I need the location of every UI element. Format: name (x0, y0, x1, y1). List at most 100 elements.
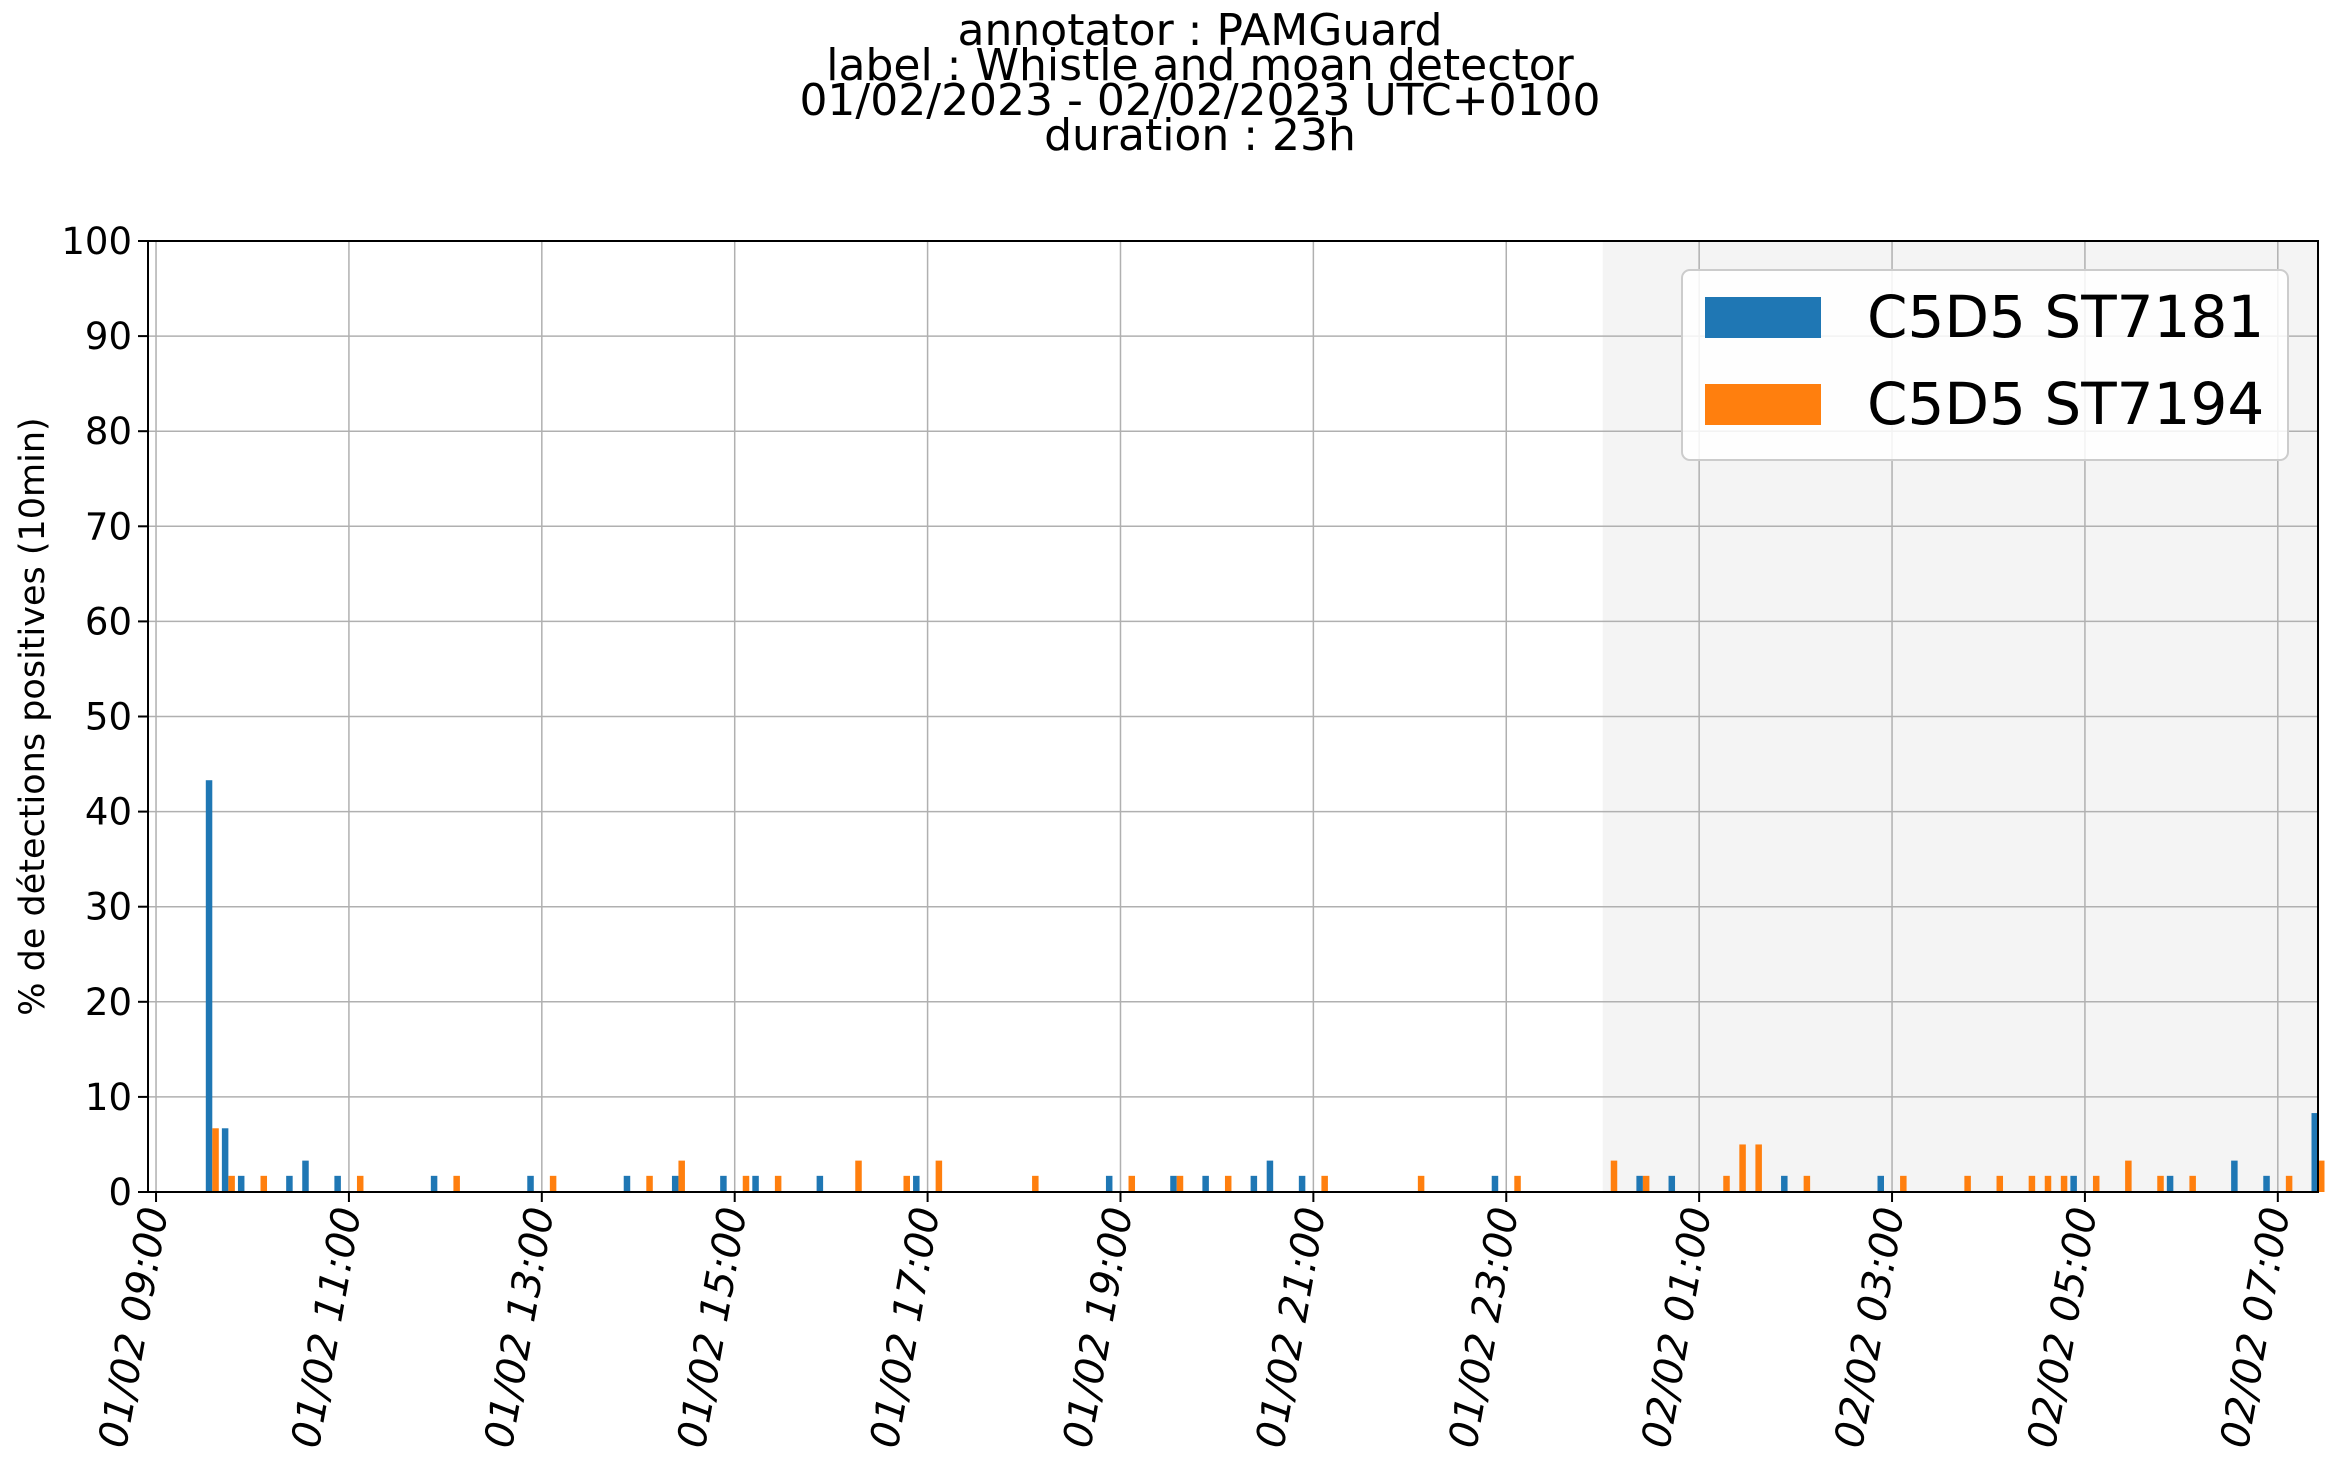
bar-st7194 (1417, 1175, 1425, 1192)
y-tick-label: 40 (85, 791, 132, 834)
bar-st7194 (1514, 1175, 1521, 1192)
bar-st7194 (1803, 1175, 1811, 1192)
bar-st7194 (2285, 1175, 2293, 1192)
bar-st7194 (1739, 1144, 1746, 1192)
bar-st7181 (623, 1175, 631, 1192)
bar-st7194 (549, 1175, 557, 1192)
y-axis-label: % de détections positives (10min) (13, 417, 53, 1015)
bar-st7181 (221, 1128, 229, 1192)
bar-st7181 (2311, 1113, 2318, 1192)
bar-st7194 (903, 1175, 910, 1192)
bar-st7181 (430, 1175, 438, 1192)
bar-st7181 (720, 1175, 727, 1192)
x-tick-label: 01/02 19:00 (1055, 1204, 1143, 1452)
legend: C5D5 ST7181 C5D5 ST7194 (1681, 269, 2289, 461)
bar-st7194 (646, 1175, 653, 1192)
y-tick-label: 100 (61, 220, 132, 263)
legend-swatch-st7181 (1705, 297, 1821, 338)
bar-st7194 (1176, 1175, 1184, 1192)
bar-st7181 (1170, 1175, 1177, 1192)
x-tick-label: 02/02 07:00 (2212, 1204, 2300, 1452)
y-tick-label: 10 (85, 1076, 132, 1119)
bar-st7194 (1996, 1175, 2004, 1192)
bar-st7181 (527, 1175, 534, 1192)
bar-st7194 (2125, 1160, 2132, 1192)
legend-label-st7194: C5D5 ST7194 (1867, 370, 2264, 438)
bar-st7181 (1636, 1175, 1643, 1192)
y-tick-label: 20 (85, 981, 132, 1024)
bar-st7194 (1900, 1175, 1907, 1192)
bar-st7194 (2189, 1175, 2196, 1192)
bar-st7181 (1668, 1175, 1676, 1192)
bar-st7181 (1266, 1160, 1274, 1192)
legend-label-st7181: C5D5 ST7181 (1867, 283, 2264, 351)
bar-st7194 (1128, 1175, 1136, 1192)
bar-st7181 (237, 1175, 245, 1192)
y-tick-label: 0 (108, 1171, 132, 1214)
bar-st7194 (1964, 1175, 1971, 1192)
grid-layer (148, 240, 2318, 1193)
bar-st7181 (1781, 1175, 1788, 1192)
bar-st7194 (228, 1175, 235, 1192)
bar-st7181 (752, 1175, 759, 1192)
legend-box (1681, 269, 2289, 461)
bar-st7194 (453, 1175, 460, 1192)
bar-st7194 (2092, 1175, 2100, 1192)
bar-st7194 (2060, 1175, 2068, 1192)
bar-st7194 (855, 1160, 862, 1192)
y-tick-label: 90 (85, 315, 132, 358)
bar-st7194 (356, 1175, 364, 1192)
x-tick-label: 01/02 21:00 (1248, 1204, 1336, 1452)
bar-st7194 (212, 1128, 219, 1192)
bar-st7194 (2318, 1160, 2325, 1192)
y-tick-label: 80 (85, 410, 132, 453)
y-tick-label: 60 (85, 600, 132, 643)
x-tick-label: 01/02 23:00 (1441, 1204, 1529, 1452)
x-tick-label: 01/02 09:00 (90, 1204, 178, 1452)
bar-st7194 (1723, 1175, 1730, 1192)
bar-st7194 (678, 1160, 685, 1192)
bar-st7181 (205, 780, 213, 1192)
bar-st7181 (302, 1160, 309, 1192)
legend-swatch-st7194 (1705, 384, 1821, 425)
bar-st7181 (1105, 1175, 1113, 1192)
y-tick-label: 30 (85, 886, 132, 929)
bar-st7194 (1642, 1175, 1650, 1192)
bar-st7194 (935, 1160, 943, 1192)
x-tick-label: 01/02 15:00 (669, 1204, 757, 1452)
bar-st7181 (671, 1175, 679, 1192)
bar-st7181 (1298, 1175, 1306, 1192)
bar-st7194 (1321, 1175, 1328, 1192)
bar-st7181 (286, 1175, 293, 1192)
bar-st7181 (816, 1175, 824, 1192)
chart-title-duration: duration : 23h (1044, 110, 1356, 161)
bar-st7194 (2028, 1175, 2036, 1192)
chart-title-dates: 01/02/2023 - 02/02/2023 UTC+0100 (799, 75, 1601, 126)
bars-layer (205, 780, 2325, 1192)
bar-st7194 (774, 1175, 782, 1192)
bar-st7194 (2044, 1175, 2052, 1192)
y-tick-label: 70 (85, 505, 132, 548)
bar-st7181 (1877, 1175, 1884, 1192)
bar-st7181 (1202, 1175, 1209, 1192)
bar-st7194 (1032, 1175, 1039, 1192)
x-tick-label: 02/02 05:00 (2019, 1204, 2107, 1452)
x-tick-label: 01/02 13:00 (476, 1204, 564, 1452)
x-tick-label: 01/02 11:00 (283, 1204, 371, 1452)
bar-st7194 (1224, 1175, 1232, 1192)
bar-st7181 (2166, 1175, 2174, 1192)
x-tick-label: 02/02 01:00 (1633, 1204, 1721, 1452)
chart-title-label: label : Whistle and moan detector (826, 40, 1574, 91)
bar-st7194 (1755, 1144, 1762, 1192)
bar-st7181 (2231, 1160, 2238, 1192)
bar-st7181 (1491, 1175, 1499, 1192)
bar-st7194 (2157, 1175, 2164, 1192)
bar-st7194 (1610, 1160, 1618, 1192)
bar-st7181 (334, 1175, 341, 1192)
bar-st7181 (913, 1175, 920, 1192)
y-tick-label: 50 (85, 696, 132, 739)
chart-title-annotator: annotator : PAMGuard (957, 5, 1443, 56)
bar-st7194 (260, 1175, 268, 1192)
bar-st7181 (2070, 1175, 2077, 1192)
